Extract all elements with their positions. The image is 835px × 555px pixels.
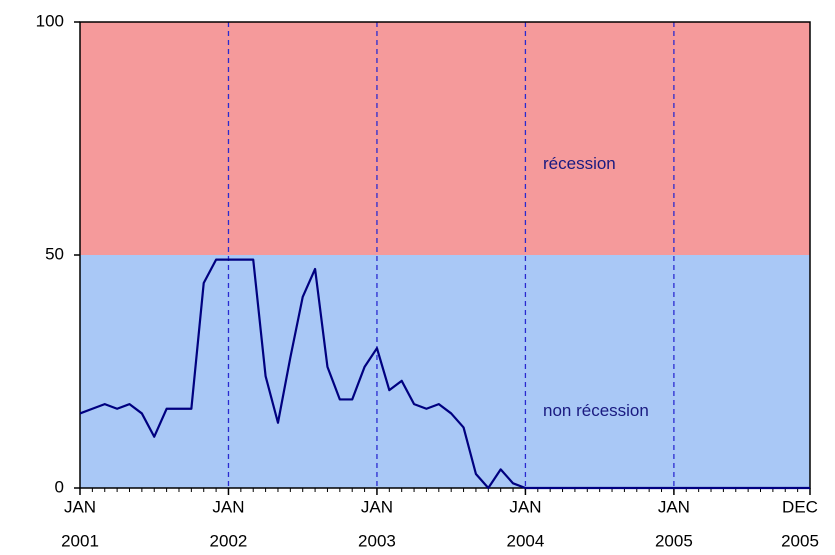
x-tick-label: JAN (212, 497, 244, 516)
x-tick-label: 2004 (507, 531, 545, 550)
x-tick-label: JAN (64, 497, 96, 516)
x-tick-label: DEC (782, 497, 818, 516)
x-tick-label: 2002 (210, 531, 248, 550)
x-tick-label: JAN (658, 497, 690, 516)
x-tick-label: JAN (509, 497, 541, 516)
y-tick-label: 100 (36, 11, 64, 30)
x-tick-label: 2001 (61, 531, 99, 550)
region-label: non récession (543, 401, 649, 420)
y-tick-label: 0 (55, 477, 64, 496)
region-band (80, 255, 810, 488)
y-tick-label: 50 (45, 244, 64, 263)
x-tick-label: 2005 (781, 531, 819, 550)
data-line (79, 258, 810, 490)
plot-frame (79, 21, 811, 489)
x-tick-label: JAN (361, 497, 393, 516)
x-tick-label: 2005 (655, 531, 693, 550)
x-tick-label: 2003 (358, 531, 396, 550)
region-label: récession (543, 154, 616, 173)
region-band (80, 22, 810, 255)
